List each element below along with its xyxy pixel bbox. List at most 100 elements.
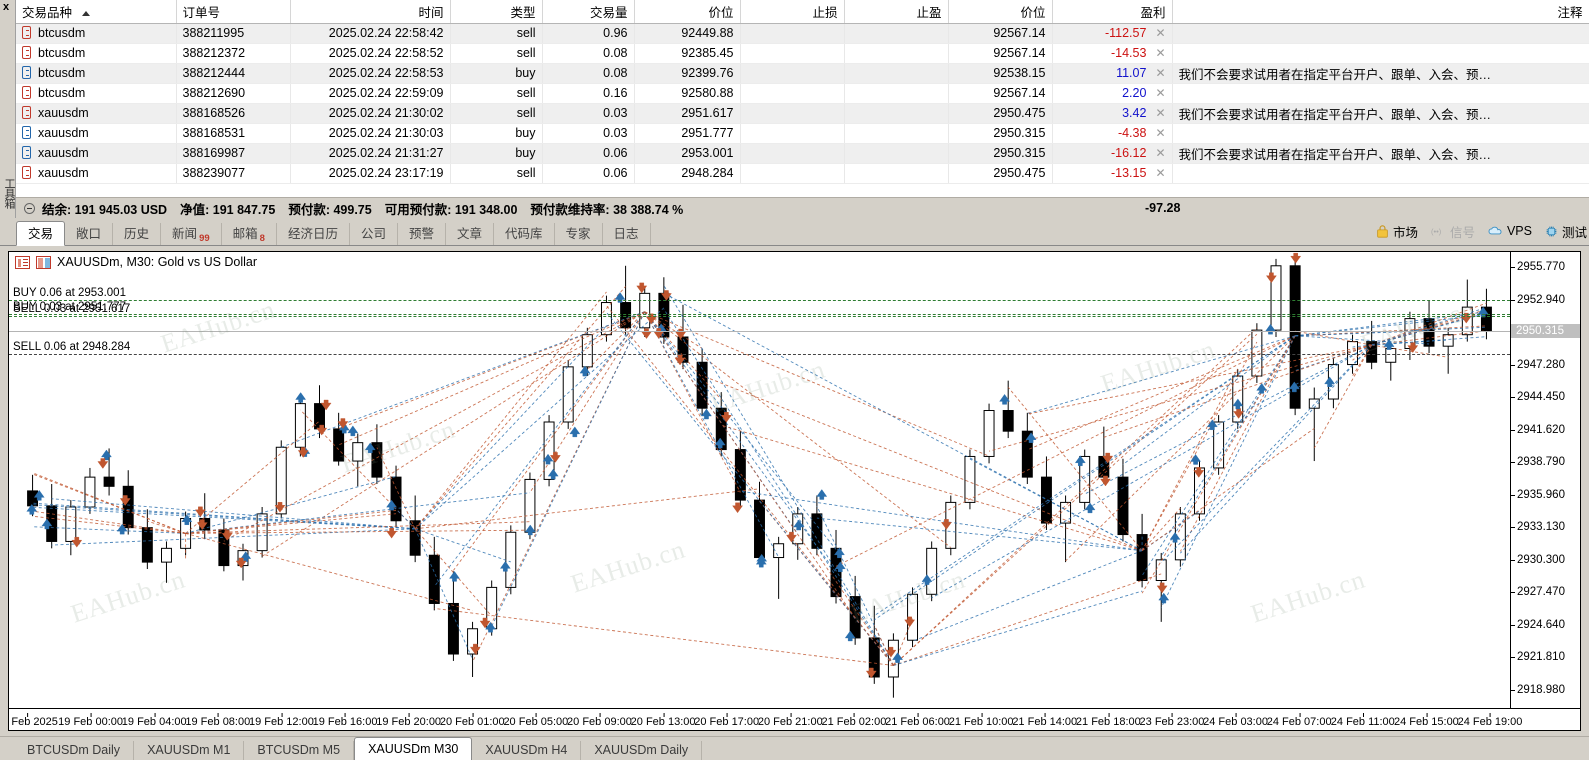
- chart-tab-XAUUSDm-H4[interactable]: XAUUSDm H4: [472, 741, 582, 760]
- column-header-label: 价位: [708, 5, 734, 20]
- terminal-tab-新闻[interactable]: 新闻 99: [161, 223, 222, 245]
- time-tick: 19 Feb 16:00: [312, 713, 378, 728]
- chart-tab-XAUUSDm-M1[interactable]: XAUUSDm M1: [134, 741, 245, 760]
- table-row[interactable]: btcusdm 388212372 2025.02.24 22:58:52 sell 0…: [16, 43, 1589, 64]
- terminal-tab-文章[interactable]: 文章: [446, 223, 495, 245]
- column-header-order[interactable]: 订单号: [176, 0, 291, 24]
- cell-tp: [844, 143, 949, 164]
- cell-comment: 我们不会要求试用者在指定平台开户、跟单、入会、预…: [1172, 103, 1589, 124]
- cell-symbol: btcusdm: [16, 23, 177, 44]
- terminal-tab-交易[interactable]: 交易: [16, 221, 66, 246]
- column-header-symbol[interactable]: 交易品种: [16, 0, 177, 24]
- terminal-tab-历史[interactable]: 历史: [113, 223, 162, 245]
- terminal-tab-预警[interactable]: 预警: [398, 223, 446, 245]
- cell-price: 92399.76: [634, 63, 741, 84]
- table-row[interactable]: xauusdm 388168531 2025.02.24 21:30:03 buy 0.…: [16, 123, 1589, 144]
- cell-tp: [844, 23, 949, 44]
- time-tick: 19 Feb 04:00: [121, 713, 187, 728]
- terminal-action-市场[interactable]: 市场: [1376, 222, 1418, 241]
- column-header-type[interactable]: 类型: [450, 0, 543, 24]
- close-icon[interactable]: x: [3, 1, 10, 13]
- cell-type: sell: [450, 103, 543, 124]
- close-position-icon[interactable]: ✕: [1155, 86, 1166, 100]
- terminal-action-label: 信号: [1449, 225, 1475, 240]
- chart-tab-XAUUSDm-Daily[interactable]: XAUUSDm Daily: [581, 741, 703, 760]
- price-tick: 2921.810: [1511, 651, 1565, 663]
- terminal-tab-专家[interactable]: 专家: [555, 223, 603, 245]
- close-position-icon[interactable]: ✕: [1155, 166, 1166, 180]
- cell-order: 388169987: [176, 143, 291, 164]
- close-position-icon[interactable]: ✕: [1155, 26, 1166, 40]
- chart-tab-BTCUSDm-Daily[interactable]: BTCUSDm Daily: [14, 741, 135, 760]
- terminal-action-信号[interactable]: (••) 信号: [1431, 222, 1475, 241]
- column-header-volume[interactable]: 交易量: [542, 0, 635, 24]
- terminal-tab-公司[interactable]: 公司: [350, 223, 398, 245]
- time-tick: 19 Feb 08:00: [185, 713, 251, 728]
- chart-tabs-list: BTCUSDm Daily XAUUSDm M1 BTCUSDm M5 XAUUSDm…: [14, 737, 703, 760]
- cell-order: 388211995: [176, 23, 291, 44]
- price-tick: 2918.980: [1511, 684, 1565, 696]
- cell-cprice: 92567.14: [948, 43, 1053, 64]
- cell-sl: [740, 23, 845, 44]
- sell-position-icon: [22, 106, 31, 119]
- close-position-icon[interactable]: ✕: [1155, 146, 1166, 160]
- table-row[interactable]: xauusdm 388239077 2025.02.24 23:17:19 sell 0…: [16, 163, 1589, 184]
- time-tick: 18 Feb 2025: [9, 713, 58, 728]
- table-row[interactable]: xauusdm 388169987 2025.02.24 21:31:27 buy 0.…: [16, 143, 1589, 164]
- cell-symbol: xauusdm: [16, 143, 177, 164]
- terminal-tab-label: 日志: [613, 227, 639, 241]
- chart-tab-strip: BTCUSDm Daily XAUUSDm M1 BTCUSDm M5 XAUUSDm…: [0, 736, 1589, 760]
- tab-badge: 99: [199, 233, 210, 244]
- table-row[interactable]: btcusdm 388212444 2025.02.24 22:58:53 buy 0.…: [16, 63, 1589, 84]
- close-position-icon[interactable]: ✕: [1155, 106, 1166, 120]
- close-position-icon[interactable]: ✕: [1155, 46, 1166, 60]
- cell-volume: 0.08: [542, 43, 635, 64]
- market-icon: [1376, 224, 1389, 238]
- cell-price: 2951.617: [634, 103, 741, 124]
- table-row[interactable]: btcusdm 388212690 2025.02.24 22:59:09 sell 0…: [16, 83, 1589, 104]
- cell-order: 388212444: [176, 63, 291, 84]
- column-header-label: 类型: [510, 5, 536, 20]
- column-header-time[interactable]: 时间: [290, 0, 451, 24]
- terminal-action-测试[interactable]: 测试: [1545, 222, 1587, 241]
- tabstrip-left-edge: [0, 217, 16, 245]
- cell-price: 2953.001: [634, 143, 741, 164]
- column-header-cprice[interactable]: 价位: [948, 0, 1053, 24]
- column-header-sl[interactable]: 止损: [740, 0, 845, 24]
- terminal-tab-日志[interactable]: 日志: [603, 223, 651, 245]
- chart-tab-BTCUSDm-M5[interactable]: BTCUSDm M5: [244, 741, 355, 760]
- table-row[interactable]: xauusdm 388168526 2025.02.24 21:30:02 sell 0…: [16, 103, 1589, 124]
- terminal-tab-代码库[interactable]: 代码库: [494, 223, 555, 245]
- collapse-icon[interactable]: [24, 202, 35, 214]
- terminal-action-VPS[interactable]: VPS: [1488, 224, 1532, 238]
- price-axis[interactable]: 2955.770 2952.940 2950.315 2947.280 2944.450…: [1510, 252, 1580, 730]
- price-tick: 2941.620: [1511, 424, 1565, 436]
- chart-canvas[interactable]: XAUUSDm, M30: Gold vs US Dollar BUY 0.06…: [8, 251, 1581, 731]
- price-tick: 2924.640: [1511, 619, 1565, 631]
- table-row[interactable]: btcusdm 388211995 2025.02.24 22:58:42 sell 0…: [16, 23, 1589, 44]
- cell-comment: [1172, 83, 1589, 104]
- close-position-icon[interactable]: ✕: [1155, 66, 1166, 80]
- level-line: [9, 316, 1510, 318]
- column-header-tp[interactable]: 止盈: [844, 0, 949, 24]
- chart-tab-XAUUSDm-M30[interactable]: XAUUSDm M30: [354, 737, 473, 760]
- terminal-tab-敞口[interactable]: 敞口: [65, 223, 114, 245]
- terminal-tab-label: 文章: [457, 227, 483, 241]
- column-header-price[interactable]: 价位: [634, 0, 741, 24]
- cell-time: 2025.02.24 22:58:42: [290, 23, 451, 44]
- column-header-comment[interactable]: 注释: [1172, 0, 1589, 24]
- terminal-tab-邮箱[interactable]: 邮箱 8: [222, 223, 277, 245]
- cell-symbol: btcusdm: [16, 43, 177, 64]
- symbol-text: btcusdm: [38, 46, 86, 60]
- vps-cloud-icon: [1488, 225, 1503, 237]
- close-position-icon[interactable]: ✕: [1155, 126, 1166, 140]
- column-header-profit[interactable]: 盈利: [1052, 0, 1173, 24]
- cell-cprice: 2950.475: [948, 163, 1053, 184]
- cell-price: 2948.284: [634, 163, 741, 184]
- chart-plot[interactable]: BUY 0.06 at 2953.001 BUY 0.03 at 2951.777…: [9, 252, 1510, 708]
- terminal-tab-经济日历[interactable]: 经济日历: [277, 223, 350, 245]
- column-header-label: 交易量: [589, 5, 628, 20]
- account-summary-bar: 结余: 191 945.03 USD 净值: 191 847.75 预付款: 4…: [16, 197, 1589, 218]
- time-tick: 20 Feb 21:00: [757, 713, 823, 728]
